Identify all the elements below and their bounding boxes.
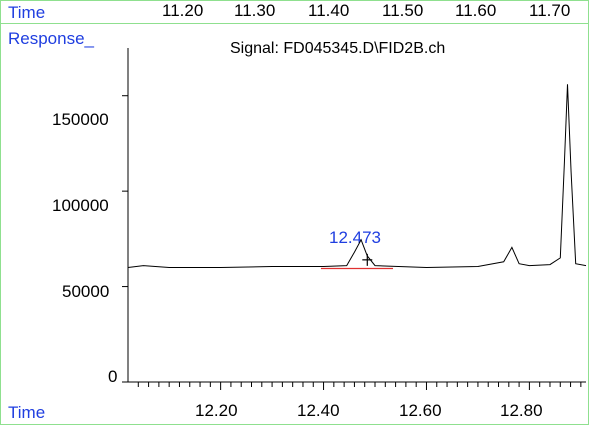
top-axis-tick: 11.30 xyxy=(234,1,276,20)
y-tick-label: 50000 xyxy=(62,282,110,301)
frame-top xyxy=(0,0,589,1)
signal-trace xyxy=(127,84,587,269)
y-tick-label: 0 xyxy=(108,367,118,386)
x-tick-label: 12.40 xyxy=(297,401,340,420)
time-label-top: Time xyxy=(8,3,46,22)
frame-left xyxy=(0,0,1,425)
y-tick-label: 100000 xyxy=(52,196,109,215)
response-label: Response_ xyxy=(8,29,95,48)
top-axis-tick: 11.60 xyxy=(455,1,497,20)
y-tick-label: 150000 xyxy=(52,110,109,129)
top-axis-tick: 11.20 xyxy=(162,1,204,20)
top-axis-tick: 11.50 xyxy=(382,1,424,20)
signal-title: Signal: FD045345.D\FID2B.ch xyxy=(230,40,446,57)
x-tick-label: 12.80 xyxy=(500,401,543,420)
top-axis-tick: 11.70 xyxy=(529,1,571,20)
peak-retention-label: 12.473 xyxy=(329,228,381,247)
time-label-bottom: Time xyxy=(8,403,46,422)
x-tick-label: 12.60 xyxy=(399,401,442,420)
top-axis-tick: 11.40 xyxy=(308,1,350,20)
x-tick-label: 12.20 xyxy=(195,401,238,420)
frame-divider-top xyxy=(0,23,589,24)
